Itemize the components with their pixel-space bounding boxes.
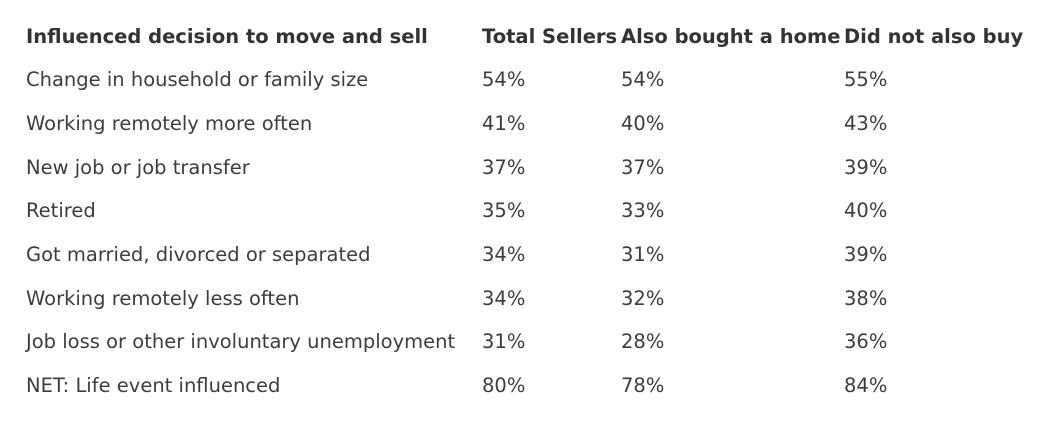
cell-also-bought: 33% bbox=[621, 199, 665, 223]
cell-total-sellers: 35% bbox=[482, 199, 526, 223]
table-container: Influenced decision to move and sell Tot… bbox=[26, 14, 1034, 408]
row-label: Change in household or family size bbox=[26, 68, 369, 92]
cell-did-not-buy: 39% bbox=[844, 155, 888, 179]
header-row: Influenced decision to move and sell Tot… bbox=[26, 14, 1034, 58]
cell-also-bought: 40% bbox=[621, 112, 665, 136]
cell-also-bought: 78% bbox=[621, 374, 665, 398]
cell-did-not-buy: 39% bbox=[844, 243, 888, 267]
row-label: Retired bbox=[26, 199, 96, 223]
cell-did-not-buy: 36% bbox=[844, 330, 888, 354]
row-label: Working remotely less often bbox=[26, 286, 300, 310]
row-label: NET: Life event influenced bbox=[26, 374, 281, 398]
table-row: Job loss or other involuntary unemployme… bbox=[26, 320, 1034, 364]
cell-did-not-buy: 84% bbox=[844, 374, 888, 398]
cell-also-bought: 31% bbox=[621, 243, 665, 267]
column-header-did-not-buy: Did not also buy bbox=[844, 24, 1024, 48]
row-label: Job loss or other involuntary unemployme… bbox=[26, 330, 456, 354]
cell-total-sellers: 31% bbox=[482, 330, 526, 354]
table-row: Working remotely less often 34% 32% 38% bbox=[26, 276, 1034, 320]
cell-did-not-buy: 55% bbox=[844, 68, 888, 92]
data-table: Influenced decision to move and sell Tot… bbox=[26, 14, 1034, 408]
row-label: New job or job transfer bbox=[26, 155, 250, 179]
cell-total-sellers: 54% bbox=[482, 68, 526, 92]
table-row: Got married, divorced or separated 34% 3… bbox=[26, 233, 1034, 277]
cell-total-sellers: 34% bbox=[482, 286, 526, 310]
cell-also-bought: 54% bbox=[621, 68, 665, 92]
cell-did-not-buy: 38% bbox=[844, 286, 888, 310]
cell-also-bought: 37% bbox=[621, 155, 665, 179]
table-row: New job or job transfer 37% 37% 39% bbox=[26, 145, 1034, 189]
table-row-net: NET: Life event influenced 80% 78% 84% bbox=[26, 364, 1034, 408]
row-label: Working remotely more often bbox=[26, 112, 313, 136]
column-header-decision: Influenced decision to move and sell bbox=[26, 24, 428, 48]
row-label: Got married, divorced or separated bbox=[26, 243, 371, 267]
cell-total-sellers: 80% bbox=[482, 374, 526, 398]
column-header-total-sellers: Total Sellers bbox=[482, 24, 618, 48]
cell-also-bought: 28% bbox=[621, 330, 665, 354]
table-row: Retired 35% 33% 40% bbox=[26, 189, 1034, 233]
cell-also-bought: 32% bbox=[621, 286, 665, 310]
cell-did-not-buy: 40% bbox=[844, 199, 888, 223]
cell-total-sellers: 37% bbox=[482, 155, 526, 179]
cell-total-sellers: 41% bbox=[482, 112, 526, 136]
cell-total-sellers: 34% bbox=[482, 243, 526, 267]
table-row: Change in household or family size 54% 5… bbox=[26, 58, 1034, 102]
cell-did-not-buy: 43% bbox=[844, 112, 888, 136]
column-header-also-bought: Also bought a home bbox=[621, 24, 841, 48]
table-row: Working remotely more often 41% 40% 43% bbox=[26, 102, 1034, 146]
